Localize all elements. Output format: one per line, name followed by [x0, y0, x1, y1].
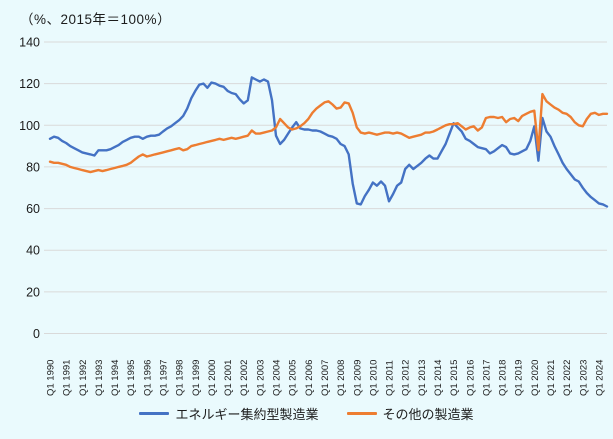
x-tick-label: Q1 2017 — [481, 360, 492, 396]
y-tick-label: 100 — [19, 119, 40, 133]
x-tick-label: Q1 2024 — [594, 360, 605, 396]
legend-item-other-manufacturing: その他の製造業 — [346, 404, 474, 423]
x-tick-label: Q1 1999 — [191, 360, 202, 396]
x-tick-label: Q1 1991 — [62, 360, 73, 396]
x-tick-label: Q1 1993 — [94, 360, 105, 396]
legend-label-energy-intensive: エネルギー集約型製造業 — [175, 407, 319, 422]
x-tick-label: Q1 2016 — [465, 360, 476, 396]
y-tick-label: 40 — [26, 244, 40, 258]
y-tick-label: 140 — [19, 36, 40, 50]
x-tick-label: Q1 2002 — [239, 360, 250, 396]
x-tick-label: Q1 2012 — [401, 360, 412, 396]
y-tick-label: 20 — [26, 285, 40, 299]
series-line-1 — [48, 92, 609, 174]
x-tick-label: Q1 2011 — [385, 360, 396, 396]
x-tick-label: Q1 2008 — [336, 360, 347, 396]
x-tick-label: Q1 1990 — [46, 360, 57, 396]
legend-line-swatch-blue — [139, 412, 170, 415]
x-tick-label: Q1 2022 — [562, 360, 573, 396]
x-tick-label: Q1 2013 — [417, 360, 428, 396]
x-tick-label: Q1 1994 — [110, 360, 121, 396]
x-tick-label: Q1 2020 — [530, 360, 541, 396]
x-tick-label: Q1 2014 — [433, 360, 444, 396]
x-tick-label: Q1 2005 — [288, 360, 299, 396]
chart-title: （%、2015年＝100%） — [20, 12, 172, 27]
x-tick-label: Q1 1997 — [159, 360, 170, 396]
x-tick-label: Q1 1996 — [142, 360, 153, 396]
x-tick-label: Q1 1995 — [126, 360, 137, 396]
x-tick-label: Q1 1998 — [175, 360, 186, 396]
x-tick-label: Q1 2010 — [368, 360, 379, 396]
x-tick-label: Q1 2018 — [498, 360, 509, 396]
plot-area: 0 20 40 60 80 100 120 140 Q1 1990 Q1 1991 Q1 1992 Q… — [19, 36, 609, 396]
x-tick-label: Q1 2006 — [304, 360, 315, 396]
legend-label-other-manufacturing: その他の製造業 — [382, 407, 474, 422]
y-tick-label: 80 — [26, 160, 40, 174]
legend-line-swatch-orange — [346, 412, 377, 415]
legend-item-energy-intensive: エネルギー集約型製造業 — [139, 404, 319, 423]
x-tick-label: Q1 2019 — [514, 360, 525, 396]
y-tick-label: 60 — [26, 202, 40, 216]
x-tick-label: Q1 2000 — [207, 360, 218, 396]
x-tick-label: Q1 1992 — [78, 360, 89, 396]
x-tick-label: Q1 2021 — [546, 360, 557, 396]
x-tick-label: Q1 2001 — [223, 360, 234, 396]
y-tick-label: 0 — [33, 327, 40, 341]
x-tick-label: Q1 2004 — [272, 360, 283, 396]
x-tick-label: Q1 2007 — [320, 360, 331, 396]
x-tick-label: Q1 2003 — [255, 360, 266, 396]
series-line-0 — [48, 76, 609, 208]
y-tick-label: 120 — [19, 77, 40, 91]
legend: エネルギー集約型製造業 その他の製造業 — [0, 404, 613, 423]
x-tick-label: Q1 2023 — [578, 360, 589, 396]
x-tick-label: Q1 2015 — [449, 360, 460, 396]
x-tick-label: Q1 2009 — [352, 360, 363, 396]
